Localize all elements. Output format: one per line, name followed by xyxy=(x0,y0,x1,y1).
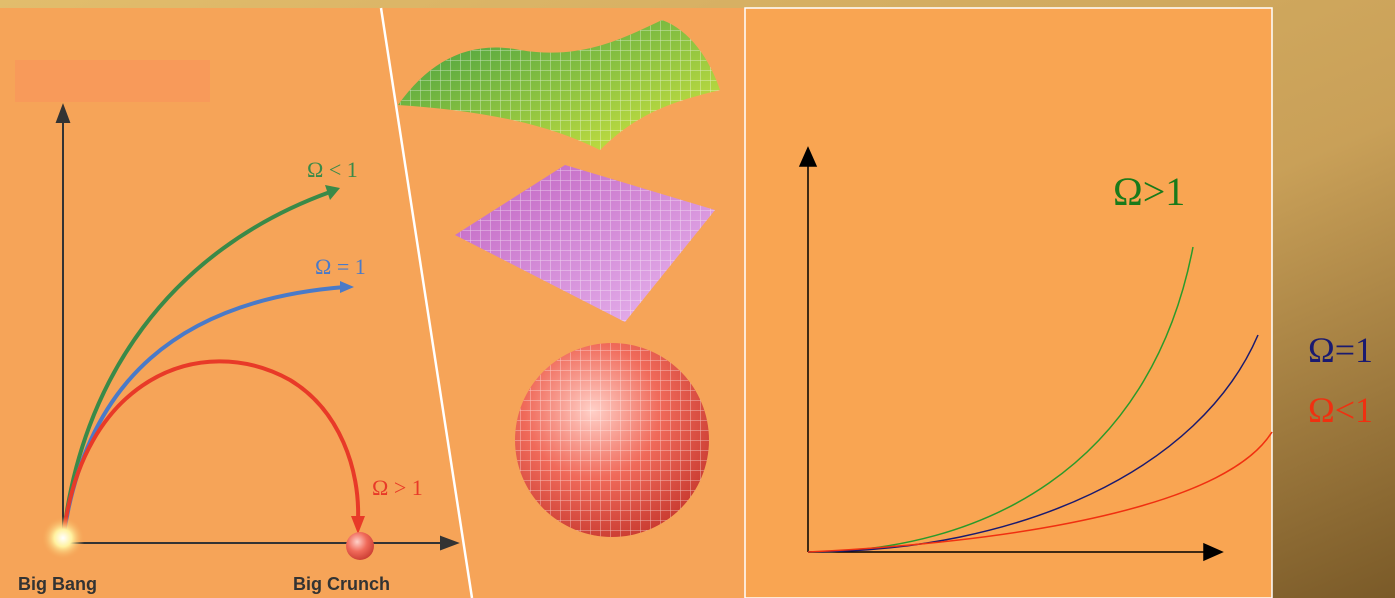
chart-panel xyxy=(745,8,1272,598)
big-bang-glow xyxy=(41,516,85,560)
label: Ω < 1 xyxy=(307,157,358,182)
patch xyxy=(15,60,210,102)
sphere xyxy=(515,343,709,537)
label: Ω = 1 xyxy=(315,254,366,279)
label: Ω<1 xyxy=(1308,390,1373,430)
slide: Ω < 1 Ω = 1 Ω > 1 Big Bang Big Crunch Ω>… xyxy=(0,0,1395,598)
label: Ω > 1 xyxy=(372,475,423,500)
label: Big Bang xyxy=(18,574,97,594)
label: Big Crunch xyxy=(293,574,390,594)
label: Ω>1 xyxy=(1113,169,1185,214)
label: Ω=1 xyxy=(1308,330,1373,370)
big-crunch-ball xyxy=(346,532,374,560)
